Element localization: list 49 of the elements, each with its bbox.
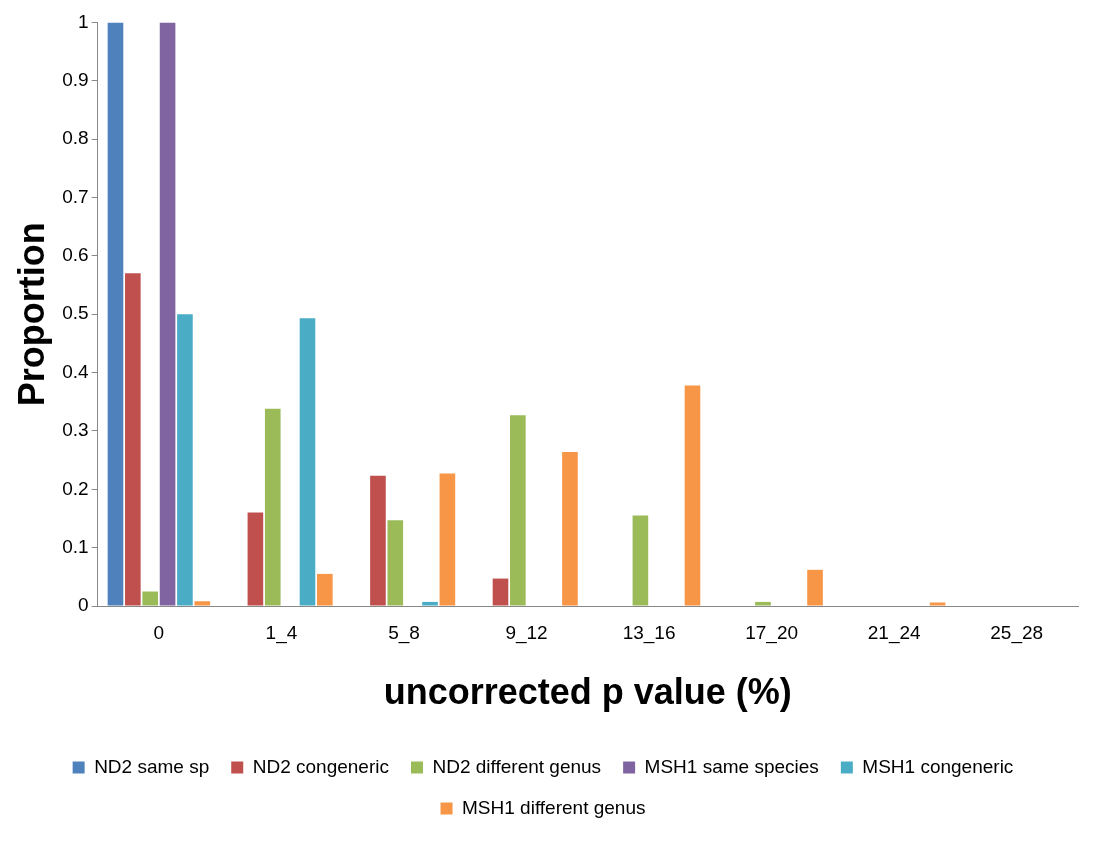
bar <box>422 601 438 606</box>
bar <box>264 408 281 606</box>
y-tick-label: 0.7 <box>62 185 89 207</box>
bar <box>755 601 771 606</box>
bar <box>317 573 333 606</box>
bar <box>247 512 264 606</box>
bar <box>299 318 316 606</box>
bar <box>807 569 823 606</box>
bar <box>107 22 124 606</box>
bar <box>177 314 193 606</box>
y-tick-label: 0.3 <box>62 419 89 441</box>
x-tick-label: 9_12 <box>505 621 548 644</box>
y-tick-label: 0.9 <box>62 68 89 90</box>
bar <box>510 415 526 606</box>
x-axis-title: uncorrected p value (%) <box>383 671 792 713</box>
legend-label: ND2 different genus <box>432 755 602 777</box>
bar <box>142 591 159 606</box>
bar <box>370 475 386 606</box>
y-tick-label: 1 <box>78 10 89 32</box>
x-tick-label: 25_28 <box>990 621 1044 644</box>
bar <box>632 515 649 606</box>
bar <box>194 601 211 606</box>
bar <box>684 385 701 606</box>
bar <box>439 473 456 606</box>
bar <box>929 602 946 606</box>
legend-label: MSH1 congeneric <box>862 755 1014 777</box>
y-tick-label: 0.6 <box>62 244 89 266</box>
legend-label: ND2 same sp <box>94 755 210 777</box>
bar <box>125 273 141 606</box>
bar <box>387 520 404 606</box>
y-tick-label: 0.5 <box>62 302 89 324</box>
x-tick-label: 21_24 <box>867 621 922 644</box>
y-tick-label: 0.8 <box>62 127 89 149</box>
x-tick-label: 0 <box>153 621 165 643</box>
bar <box>492 578 509 606</box>
y-tick-label: 0 <box>78 594 89 616</box>
legend-label: MSH1 different genus <box>462 796 646 818</box>
legend-label: ND2 congeneric <box>252 755 389 777</box>
y-axis-title: Proportion <box>10 222 52 407</box>
y-tick-label: 0.2 <box>62 477 89 499</box>
x-tick-label: 13_16 <box>622 621 676 644</box>
x-tick-label: 5_8 <box>388 621 420 644</box>
bar <box>562 451 578 606</box>
x-tick-label: 1_4 <box>265 621 298 644</box>
y-tick-label: 0.4 <box>62 360 90 382</box>
x-tick-label: 17_20 <box>745 621 799 644</box>
legend-label: MSH1 same species <box>644 755 819 777</box>
y-tick-label: 0.1 <box>62 535 89 557</box>
bar <box>159 22 176 606</box>
